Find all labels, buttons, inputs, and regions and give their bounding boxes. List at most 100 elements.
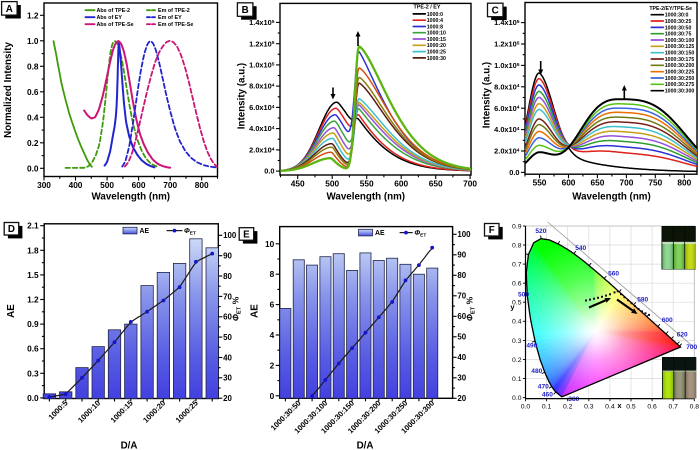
svg-text:1000:30:225: 1000:30:225 [665, 70, 695, 76]
svg-text:0.9: 0.9 [27, 319, 39, 329]
svg-text:0.0: 0.0 [264, 167, 274, 176]
svg-text:550: 550 [533, 178, 547, 188]
svg-text:70: 70 [223, 292, 232, 301]
svg-text:Wavelength (nm): Wavelength (nm) [572, 192, 651, 203]
svg-text:0.2: 0.2 [27, 138, 39, 148]
svg-text:700: 700 [686, 344, 697, 351]
svg-text:90: 90 [223, 252, 232, 261]
svg-text:Em of EY: Em of EY [158, 15, 182, 21]
svg-text:0.1: 0.1 [512, 376, 522, 383]
svg-text:0.4: 0.4 [27, 112, 39, 122]
svg-text:1000:30:250: 1000:30:250 [665, 76, 695, 82]
svg-text:0.2: 0.2 [512, 357, 522, 364]
svg-text:1.4x105: 1.4x105 [249, 18, 275, 27]
svg-text:750: 750 [648, 178, 662, 188]
svg-text:500: 500 [100, 180, 114, 190]
svg-text:20: 20 [223, 394, 232, 403]
svg-text:60: 60 [457, 312, 466, 321]
svg-text:1000:30: 1000:30 [427, 56, 446, 62]
svg-text:0.8: 0.8 [512, 242, 522, 249]
svg-text:6.0x104: 6.0x104 [494, 104, 520, 113]
svg-text:1.2x105: 1.2x105 [249, 39, 275, 48]
svg-text:1000:4: 1000:4 [427, 18, 443, 24]
svg-text:F: F [489, 225, 495, 236]
svg-text:2.1: 2.1 [27, 221, 39, 231]
svg-text:10: 10 [265, 239, 275, 249]
svg-text:ΦET %: ΦET % [465, 296, 477, 321]
svg-text:300: 300 [37, 180, 51, 190]
svg-text:D/A: D/A [357, 441, 374, 450]
svg-text:100: 100 [457, 230, 471, 239]
svg-text:1000:30:275: 1000:30:275 [665, 82, 695, 88]
svg-text:500: 500 [325, 179, 339, 189]
svg-text:0.0: 0.0 [521, 404, 531, 411]
svg-text:1000:0: 1000:0 [427, 12, 443, 18]
svg-text:380: 380 [568, 396, 579, 403]
svg-text:0.6: 0.6 [27, 87, 39, 97]
svg-text:4: 4 [270, 330, 275, 340]
svg-text:470: 470 [538, 383, 549, 390]
svg-text:580: 580 [637, 297, 648, 304]
svg-text:B: B [242, 5, 249, 16]
svg-text:800: 800 [195, 180, 209, 190]
svg-text:0.0: 0.0 [27, 393, 39, 403]
svg-text:600: 600 [394, 179, 408, 189]
svg-text:C: C [492, 5, 499, 16]
svg-text:1.2x105: 1.2x105 [494, 40, 520, 49]
svg-text:Intensity (a.u.): Intensity (a.u.) [482, 62, 493, 128]
svg-text:E: E [243, 229, 250, 240]
svg-text:1000:30:175: 1000:30:175 [665, 57, 695, 63]
svg-text:80: 80 [223, 272, 232, 281]
svg-text:1.4x105: 1.4x105 [494, 18, 520, 27]
svg-text:1000:30:150: 1000:30:150 [665, 51, 695, 57]
svg-text:0: 0 [270, 391, 275, 401]
svg-text:0.4: 0.4 [512, 319, 522, 326]
svg-text:700: 700 [463, 179, 477, 189]
svg-text:700: 700 [619, 178, 633, 188]
svg-text:0.8: 0.8 [27, 61, 39, 71]
svg-text:30: 30 [457, 374, 466, 383]
svg-text:A: A [6, 4, 13, 15]
svg-text:460: 460 [542, 391, 553, 398]
svg-text:D/A: D/A [121, 441, 138, 450]
svg-text:620: 620 [677, 331, 688, 338]
svg-text:AE: AE [375, 230, 385, 237]
svg-text:550: 550 [360, 179, 374, 189]
svg-text:70: 70 [457, 292, 466, 301]
svg-text:600: 600 [562, 178, 576, 188]
svg-text:0.8: 0.8 [690, 404, 700, 411]
svg-text:1000:25: 1000:25 [427, 50, 446, 56]
svg-text:1000:30:300: 1000:30:300 [665, 89, 695, 95]
svg-text:520: 520 [535, 228, 546, 235]
svg-text:Intensity (a.u.): Intensity (a.u.) [237, 63, 248, 129]
svg-text:80: 80 [457, 271, 466, 280]
svg-text:6.0x104: 6.0x104 [249, 103, 275, 112]
svg-text:6: 6 [270, 300, 275, 310]
svg-text:Wavelength (nm): Wavelength (nm) [92, 192, 171, 203]
svg-text:0.7: 0.7 [512, 262, 522, 269]
svg-text:800: 800 [677, 178, 691, 188]
svg-text:30: 30 [223, 374, 232, 383]
svg-text:600: 600 [132, 180, 146, 190]
svg-text:1000:10: 1000:10 [427, 31, 446, 37]
svg-text:1000:30:200: 1000:30:200 [665, 63, 695, 69]
svg-text:490: 490 [526, 342, 537, 349]
svg-text:4.0x104: 4.0x104 [249, 124, 275, 133]
svg-text:Wavelength (nm): Wavelength (nm) [327, 192, 406, 203]
svg-text:ΦET: ΦET [414, 230, 426, 239]
svg-text:90: 90 [457, 251, 466, 260]
svg-text:450: 450 [291, 179, 305, 189]
svg-text:Em of TPE-Se: Em of TPE-Se [158, 22, 193, 28]
svg-text:2: 2 [270, 360, 275, 370]
svg-text:0.2: 0.2 [563, 404, 573, 411]
svg-text:1000:20: 1000:20 [427, 43, 446, 49]
svg-text:0.0: 0.0 [27, 163, 39, 173]
svg-text:1.0x105: 1.0x105 [249, 61, 275, 70]
svg-text:Normalized Intensity: Normalized Intensity [3, 42, 14, 138]
svg-text:650: 650 [429, 179, 443, 189]
svg-text:2.0x104: 2.0x104 [494, 147, 520, 156]
svg-text:0.3: 0.3 [584, 404, 594, 411]
svg-text:AE: AE [6, 304, 17, 318]
svg-text:60: 60 [223, 313, 232, 322]
svg-text:40: 40 [223, 353, 232, 362]
